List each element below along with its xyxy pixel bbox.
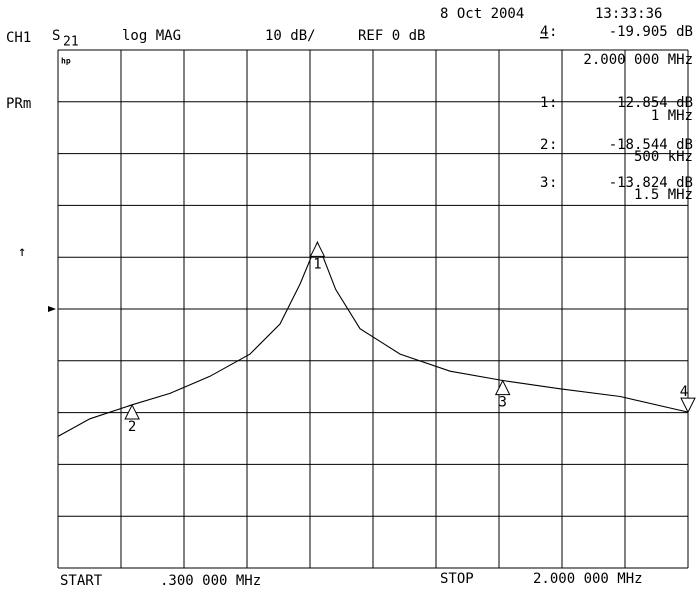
- marker-symbol: [124, 403, 140, 420]
- readout-x: 2.000 000 MHz: [583, 52, 693, 68]
- marker-tag: 3: [498, 395, 506, 411]
- readout-value: 12.854 dB: [617, 95, 693, 111]
- channel: CH1: [6, 30, 31, 46]
- reference: REF 0 dB: [358, 28, 425, 44]
- marker-tag: 1: [313, 256, 321, 272]
- readout-id: 4: [540, 24, 548, 40]
- start-value: .300 000 MHz: [160, 573, 261, 589]
- marker-symbol: [680, 397, 696, 414]
- readout-x: 1 MHz: [651, 108, 693, 124]
- status: PRm: [6, 96, 31, 112]
- marker-symbol: [309, 241, 326, 257]
- readout-id: 3: [540, 175, 548, 191]
- readout-value: -18.544 dB: [609, 137, 693, 153]
- readout-id: 2: [540, 137, 548, 153]
- marker-tag: 2: [128, 419, 136, 435]
- readout-sep: :: [549, 24, 557, 40]
- readout-value: -13.824 dB: [609, 175, 693, 191]
- readout-x: 1.5 MHz: [634, 187, 693, 203]
- time: 13:33:36: [595, 6, 662, 22]
- readout-value: -19.905 dB: [609, 24, 693, 40]
- readout-sep: :: [549, 95, 557, 111]
- arrow-indicator: ↑: [18, 244, 26, 260]
- readout-sep: :: [549, 175, 557, 191]
- readout-x: 500 kHz: [634, 149, 693, 165]
- stop-label: STOP: [440, 571, 474, 587]
- parameter: S: [52, 28, 60, 44]
- logo: hp: [61, 57, 71, 66]
- start-label: START: [60, 573, 103, 589]
- marker-tag: 4: [680, 384, 688, 400]
- readout-sep: :: [549, 137, 557, 153]
- date: 8 Oct 2004: [440, 6, 524, 22]
- readout-id: 1: [540, 95, 548, 111]
- scale: 10 dB/: [265, 28, 316, 44]
- reference-pointer: [48, 306, 56, 312]
- format: log MAG: [122, 28, 181, 44]
- parameter-subscript: 21: [63, 35, 79, 50]
- marker-symbol: [494, 379, 511, 396]
- stop-value: 2.000 000 MHz: [533, 571, 643, 587]
